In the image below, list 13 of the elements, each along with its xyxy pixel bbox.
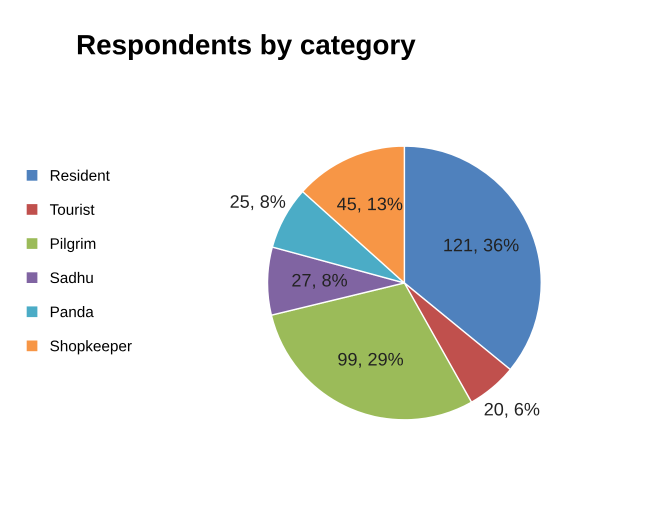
legend-label: Tourist xyxy=(50,204,94,215)
legend-label: Panda xyxy=(50,306,94,318)
data-label: 121, 36% xyxy=(444,238,519,254)
chart-title: Respondents by category xyxy=(78,34,416,60)
legend-label: Resident xyxy=(50,170,110,181)
legend-label: Sadhu xyxy=(50,272,93,284)
data-label: 45, 13% xyxy=(337,198,402,212)
legend-label: Pilgrim xyxy=(50,238,96,252)
data-label: 99, 29% xyxy=(338,352,404,368)
data-label: 27, 8% xyxy=(292,274,347,289)
legend-label: Shopkeeper xyxy=(50,340,132,354)
data-label: 20, 6% xyxy=(484,402,540,418)
data-label: 25, 8% xyxy=(230,195,286,210)
